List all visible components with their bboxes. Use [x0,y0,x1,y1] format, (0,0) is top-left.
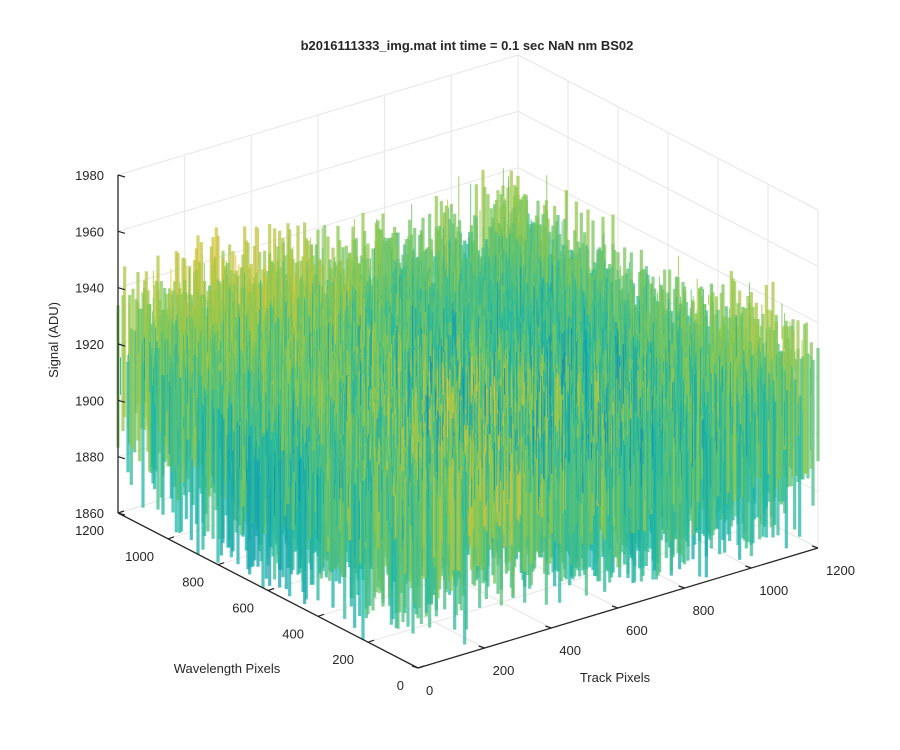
grid-line [517,54,819,211]
grid-line [117,54,519,176]
grid-line [517,167,819,324]
surface [116,168,820,645]
grid-line [117,110,519,232]
grid-line [517,110,819,267]
